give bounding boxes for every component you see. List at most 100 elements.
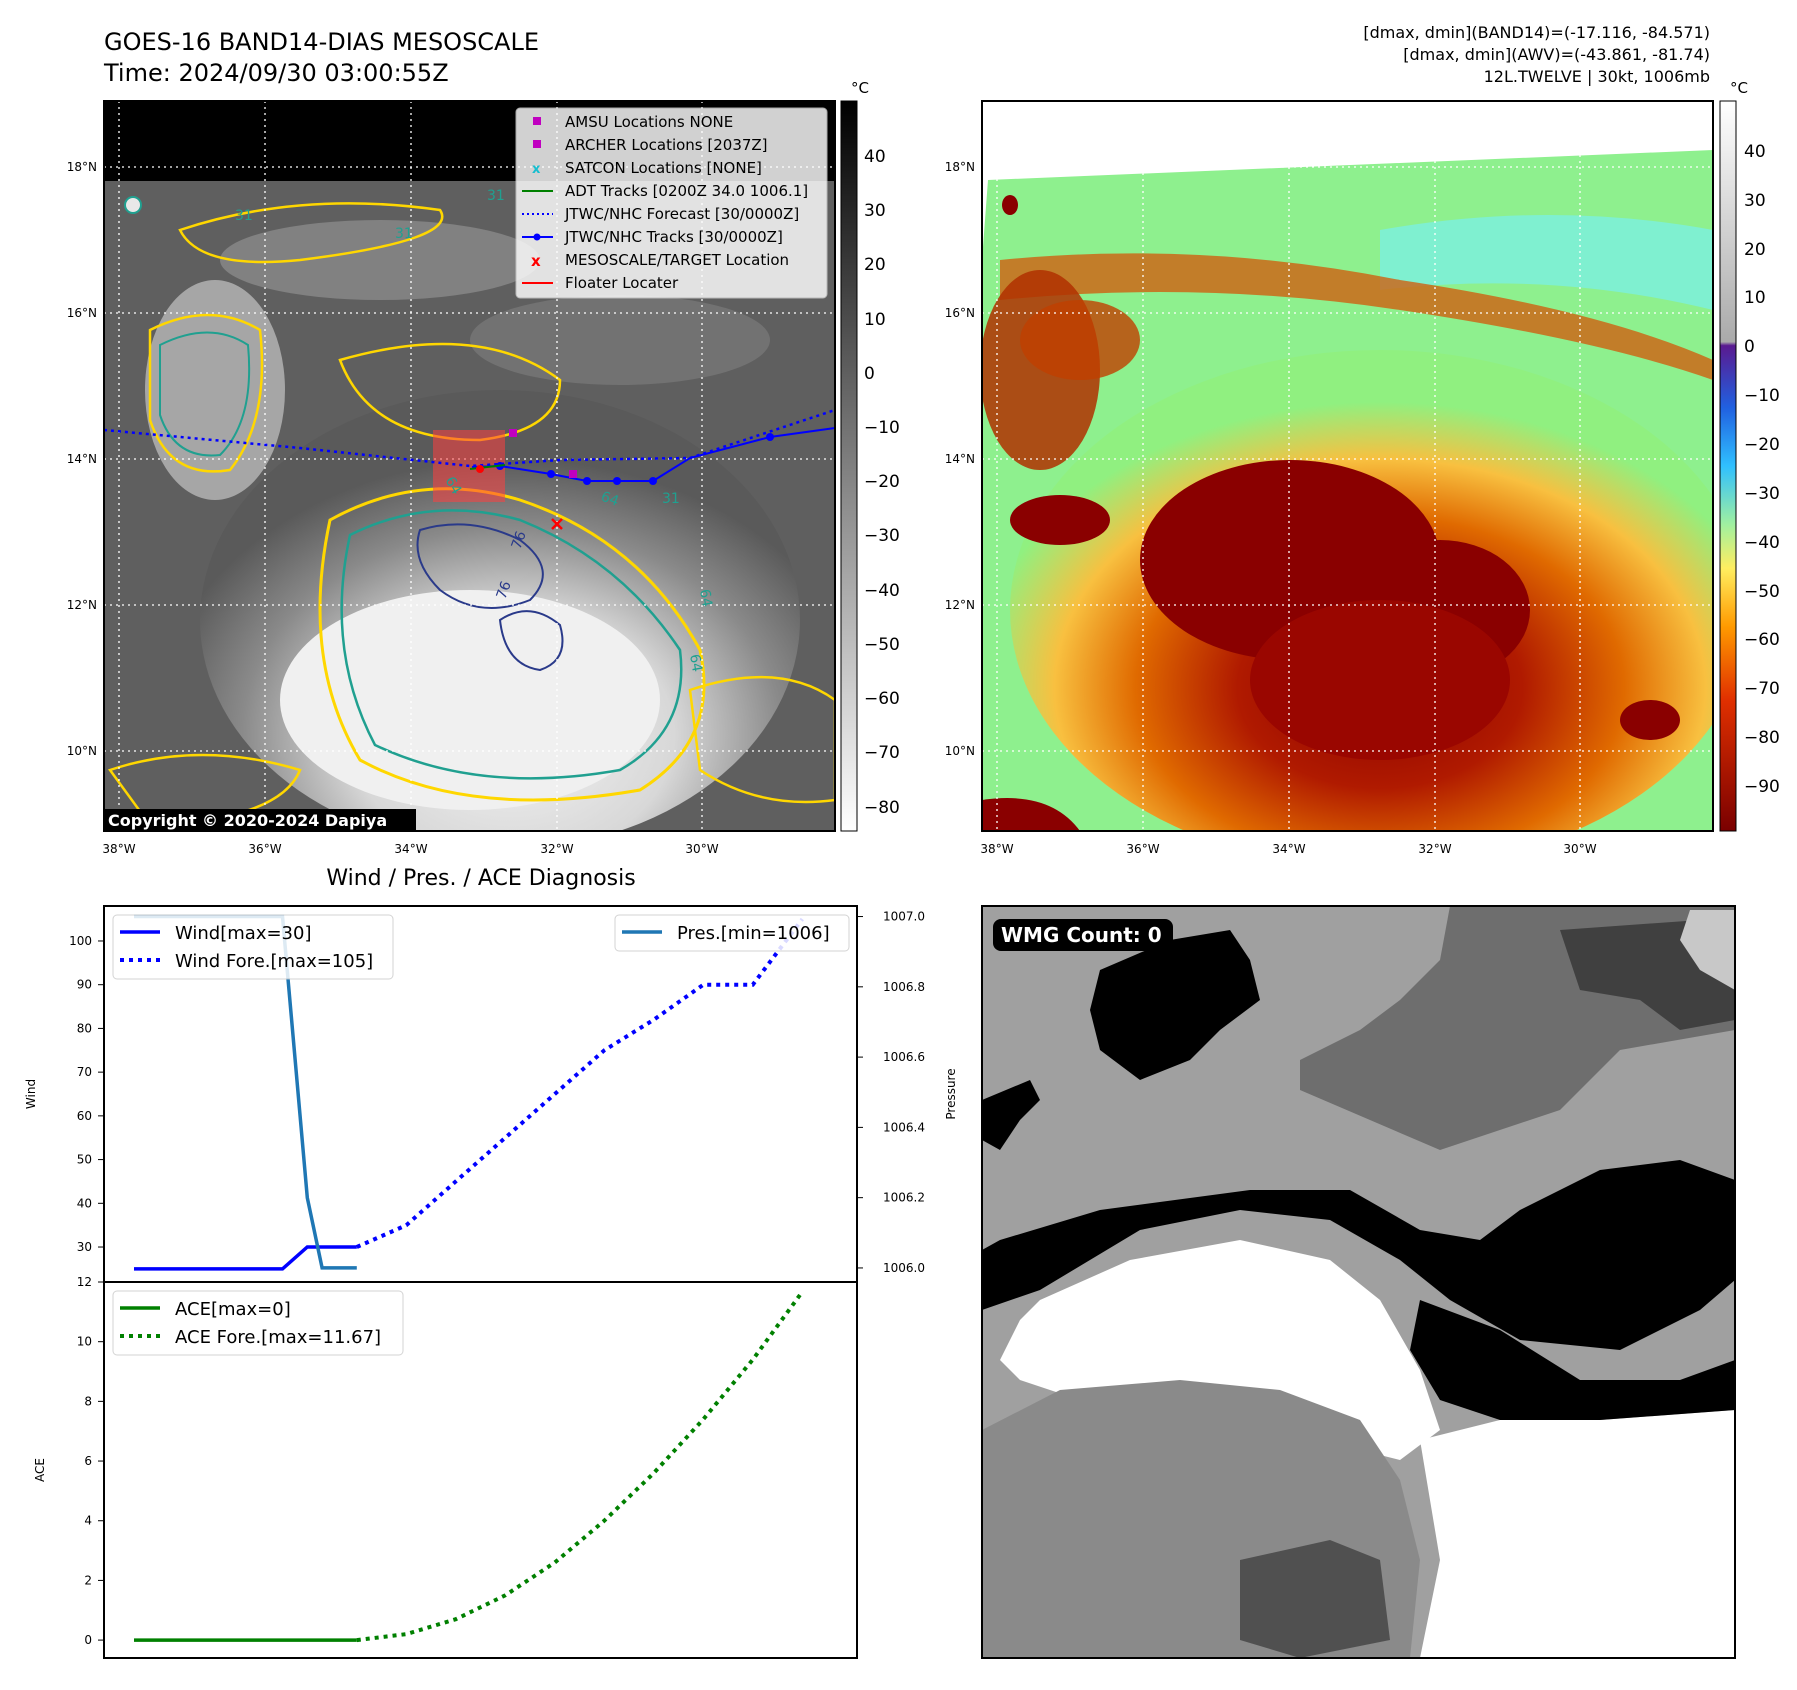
y-tick-label: 12: [77, 1275, 92, 1289]
ace-legend-label: ACE[max=0]: [175, 1299, 291, 1320]
right-lon-36: 36°W: [1126, 842, 1159, 856]
contour-label-8: 64: [442, 474, 465, 498]
right-cb-tick-0: 0: [1744, 337, 1755, 357]
ace-y-ticks: 0 2 4 6 8 10 12: [77, 1275, 104, 1647]
pressure-y-label: Pressure: [944, 1068, 958, 1119]
right-cb-tick-30: 30: [1744, 191, 1766, 211]
left-colorbar: °C 40 30 20 10 0 −10 −20 −30 −40 −50 −60…: [840, 79, 900, 832]
right-cb-tick-10: 10: [1744, 288, 1766, 308]
left-cb-tick-30: 30: [864, 201, 886, 221]
contour-label-7: 64: [686, 653, 705, 673]
left-cb-tick-10: 10: [864, 310, 886, 330]
series-windline: [134, 1245, 357, 1271]
right-lon-32: 32°W: [1418, 842, 1451, 856]
y-tick-label: 100: [69, 934, 92, 948]
y-right-tick-label: 1007.0: [883, 910, 925, 924]
wind-y-ticks: 30 40 50 60 70 80 90 100: [69, 934, 104, 1254]
diagnosis-title: Wind / Pres. / ACE Diagnosis: [326, 866, 635, 891]
ace-series: [134, 1290, 804, 1643]
left-lon-38: 38°W: [102, 842, 135, 856]
pres-legend-label: Pres.[min=1006]: [677, 923, 830, 944]
right-cb-tick-m20: −20: [1744, 435, 1780, 455]
left-cb-tick-m10: −10: [864, 418, 900, 438]
y-tick-label: 90: [77, 978, 92, 992]
contour-label-5: 76: [494, 579, 515, 601]
stats-line3: 12L.TWELVE | 30kt, 1006mb: [1484, 67, 1710, 86]
left-cb-tick-m30: −30: [864, 526, 900, 546]
pres-legend: Pres.[min=1006]: [614, 914, 850, 952]
right-map-lon-labels: 38°W 36°W 34°W 32°W 30°W: [980, 842, 1596, 856]
left-colorbar-unit: °C: [851, 79, 869, 97]
y-right-tick-label: 1006.2: [883, 1191, 925, 1205]
right-colorbar: °C 40 30 20 10 0 −10 −20 −30 −40 −50 −60…: [1719, 79, 1780, 832]
contour-label-9: 64: [599, 489, 621, 510]
legend-tracks-dot: [533, 233, 541, 241]
series-ace-fore-line: [356, 1290, 804, 1643]
contour-label-2: 31: [395, 226, 413, 242]
legend-satcon-label: SATCON Locations [NONE]: [565, 159, 762, 177]
left-lat-12: 12°N: [67, 598, 97, 612]
right-lat-10: 10°N: [945, 744, 975, 758]
legend-amsu-label: AMSU Locations NONE: [565, 113, 733, 131]
wind-legend-label: Wind[max=30]: [175, 923, 312, 944]
y-tick-label: 0: [84, 1633, 92, 1647]
wmg-panel: WMG Count: 0: [982, 906, 1735, 1658]
y-tick-label: 50: [77, 1153, 92, 1167]
left-lon-32: 32°W: [540, 842, 573, 856]
ace-panel: 0 2 4 6 8 10 12 ACE ACE[max=0] ACE Fore.[max=1…: [33, 1275, 858, 1659]
y-tick-label: 8: [84, 1394, 92, 1408]
y-tick-label: 4: [84, 1514, 92, 1528]
wmg-badge: WMG Count: 0: [1001, 923, 1162, 947]
copyright-box: [104, 809, 416, 831]
right-lon-34: 34°W: [1272, 842, 1305, 856]
left-lat-14: 14°N: [67, 452, 97, 466]
left-cb-tick-40: 40: [864, 147, 886, 167]
right-map-lat-labels: 18°N 16°N 14°N 12°N 10°N: [945, 160, 975, 758]
right-cb-tick-m90: −90: [1744, 777, 1780, 797]
y-right-tick-label: 1006.8: [883, 980, 925, 994]
y-tick-label: 40: [77, 1196, 92, 1210]
right-cb-tick-m70: −70: [1744, 679, 1780, 699]
left-lon-34: 34°W: [394, 842, 427, 856]
legend-adt-label: ADT Tracks [0200Z 34.0 1006.1]: [565, 182, 808, 200]
right-lat-16: 16°N: [945, 306, 975, 320]
right-map-gridlines: [982, 101, 1713, 831]
right-cb-tick-m30: −30: [1744, 484, 1780, 504]
contour-label-1: 31: [235, 208, 253, 224]
y-tick-label: 10: [77, 1335, 92, 1349]
right-cb-tick-m80: −80: [1744, 728, 1780, 748]
legend-floater-label: Floater Locater: [565, 274, 679, 292]
archer-marker-2: [569, 470, 577, 478]
y-right-tick-label: 1006.4: [883, 1120, 925, 1134]
left-lon-30: 30°W: [685, 842, 718, 856]
y-tick-label: 30: [77, 1240, 92, 1254]
wmg-badge-box: [993, 919, 1173, 951]
adt-point: [476, 465, 484, 473]
y-tick-label: 70: [77, 1065, 92, 1079]
right-cb-tick-40: 40: [1744, 142, 1766, 162]
left-cb-tick-0: 0: [864, 364, 875, 384]
best-track-points: [496, 433, 774, 485]
title-line2: Time: 2024/09/30 03:00:55Z: [103, 59, 449, 87]
legend-target-label: MESOSCALE/TARGET Location: [565, 251, 789, 269]
title-line1: GOES-16 BAND14-DIAS MESOSCALE: [104, 28, 539, 56]
left-lat-16: 16°N: [67, 306, 97, 320]
stats-line2: [dmax, dmin](AWV)=(-43.861, -81.74): [1403, 45, 1710, 64]
left-cb-tick-m40: −40: [864, 581, 900, 601]
left-cb-tick-m80: −80: [864, 798, 900, 818]
right-cb-tick-20: 20: [1744, 240, 1766, 260]
legend-forecast-label: JTWC/NHC Forecast [30/0000Z]: [564, 205, 799, 223]
legend-tracks-label: JTWC/NHC Tracks [30/0000Z]: [564, 228, 783, 246]
right-lat-12: 12°N: [945, 598, 975, 612]
left-cb-tick-m60: −60: [864, 689, 900, 709]
y-tick-label: 60: [77, 1109, 92, 1123]
right-lat-18: 18°N: [945, 160, 975, 174]
wind-fore-legend-label: Wind Fore.[max=105]: [175, 951, 373, 972]
contour-label-3: 31: [487, 188, 505, 204]
y-tick-label: 80: [77, 1021, 92, 1035]
pressure-y-ticks: 1006.0 1006.2 1006.4 1006.6 1006.8 1007.0: [857, 910, 925, 1275]
left-lat-10: 10°N: [67, 744, 97, 758]
legend-target-marker: x: [531, 252, 541, 270]
copyright: Copyright © 2020-2024 Dapiya: [108, 811, 387, 830]
